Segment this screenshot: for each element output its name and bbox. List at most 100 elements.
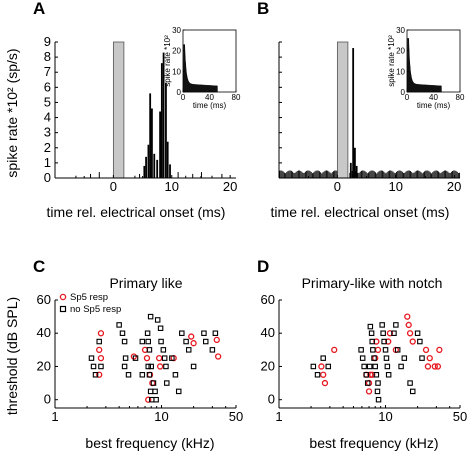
panel-b-baseline-bar (300, 170, 302, 178)
panel-a-ytick-label: 0 (44, 170, 51, 185)
panel-c-point-nosp5 (169, 355, 175, 361)
panel-d-point-nosp5 (419, 355, 425, 361)
panel-d-point-nosp5 (375, 396, 382, 403)
panel-b-baseline-bar (375, 172, 376, 178)
panel-b-baseline-bar (420, 172, 422, 178)
panel-b-baseline-bar (405, 171, 407, 178)
panel-a-inset-ylabel: spike rate *10² (163, 35, 172, 87)
panel-b-baseline-bar (310, 172, 312, 178)
panel-c-point-nosp5 (145, 363, 151, 370)
panel-label-d: D (257, 257, 269, 276)
panel-b-inset-ytick-label: 20 (396, 47, 405, 56)
panel-b-baseline-bar (440, 173, 442, 178)
panel-c-point-nosp5 (201, 330, 207, 336)
panel-c-point-nosp5 (179, 330, 185, 336)
panel-c-point-nosp5 (190, 363, 197, 370)
panel-b-baseline-bar (301, 171, 303, 178)
panel-b-baseline-bar (411, 171, 413, 178)
panel-c-point-nosp5 (119, 330, 126, 336)
panel-b-baseline-bar (363, 170, 365, 178)
panel-c: 0 20 40 60 1 10 50 (37, 292, 244, 424)
panel-c-point-nosp5 (183, 338, 189, 345)
xlabel-d: best frequency (kHz) (309, 435, 438, 451)
panel-b-xtick-label: 20 (447, 179, 461, 194)
panel-a-bar (160, 63, 163, 178)
panel-b-baseline-bar (407, 170, 409, 178)
panel-c-point-nosp5 (160, 347, 167, 353)
panel-b-baseline-bar (297, 170, 299, 178)
panel-b-baseline-bar (349, 172, 351, 178)
panel-d-point-sp5 (409, 338, 416, 345)
panel-a-bar (143, 165, 146, 178)
panel-b-baseline-bar (434, 170, 436, 178)
panel-b-baseline-bar (281, 170, 283, 178)
panel-c-point-nosp5 (202, 338, 209, 345)
panel-a-ytick-label: 6 (44, 79, 51, 94)
panel-b-baseline-bar (399, 170, 401, 178)
panel-b-baseline-bar (415, 170, 417, 178)
panel-b-baseline-bar (329, 172, 331, 178)
panel-b-baseline-bar (311, 173, 313, 178)
panel-b-baseline-bar (309, 171, 311, 178)
panel-d-point-sp5 (373, 338, 380, 345)
panel-b-baseline-bar (358, 172, 360, 178)
panel-b-inset-ytick-label: 0 (401, 88, 406, 97)
panel-a-stim-window (112, 41, 125, 179)
panel-b-baseline-bar (406, 170, 408, 178)
panel-d-point-nosp5 (394, 347, 401, 353)
panel-c-point-nosp5 (164, 380, 170, 386)
panel-d-point-sp5 (365, 388, 373, 395)
panel-b-baseline-bar (372, 170, 374, 178)
panel-b-inset-ylabel: spike rate *10² (387, 35, 396, 87)
panel-a-ytick-label: 5 (44, 94, 51, 109)
panel-c-point-nosp5 (96, 338, 102, 345)
panel-c-point-nosp5 (154, 317, 161, 323)
panel-d-point-nosp5 (382, 347, 389, 353)
panel-b-inset-xlabel: time (ms) (417, 101, 451, 110)
panel-b-baseline-bar (364, 171, 366, 178)
panel-b-baseline-bar (428, 171, 430, 178)
panel-a-spont-bar (200, 172, 202, 178)
panel-a-ytick-label: 7 (44, 64, 51, 79)
panel-d-point-sp5 (436, 346, 443, 353)
panel-a-bar (149, 93, 152, 178)
panel-b-baseline-bar (400, 170, 402, 178)
panel-b-baseline-bar (322, 172, 324, 178)
panel-b-baseline-bar (320, 172, 322, 178)
panel-b-inset-xtick-label: 0 (405, 93, 410, 102)
panel-b-baseline-bar (303, 172, 305, 178)
panel-a-bar (162, 52, 165, 179)
panel-b-baseline-bar (447, 171, 449, 178)
xlabel-b: time rel. electrical onset (ms) (271, 204, 450, 220)
panel-b-xtick-label: 0 (334, 179, 341, 194)
panel-b-baseline-bar (435, 170, 437, 178)
panel-c-point-nosp5 (145, 338, 151, 345)
panel-b-baseline-bar (290, 170, 292, 178)
panel-a-spont-bar (177, 172, 179, 178)
panel-b-baseline-bar (365, 172, 367, 178)
panel-b-inset-box (406, 29, 461, 93)
panel-b-baseline-bar (316, 170, 318, 178)
panel-c-point-nosp5 (98, 363, 104, 370)
legend-label-sp5: Sp5 resp (70, 292, 108, 303)
xlabel-a: time rel. electrical onset (ms) (47, 204, 226, 220)
panel-d: 0 20 40 60 1 10 50 (261, 292, 468, 424)
panel-b-baseline-bar (438, 171, 440, 178)
panel-a-spont-bar (192, 173, 194, 178)
panel-b-baseline-bar (370, 170, 372, 178)
panel-b-inset-xtick-label: 80 (456, 93, 465, 102)
panel-b-baseline-bar (397, 171, 399, 178)
panel-c-point-nosp5 (147, 388, 154, 395)
panel-b-baseline-bar (452, 170, 454, 178)
panel-c-point-nosp5 (139, 338, 146, 345)
panel-b-baseline-bar (366, 173, 368, 178)
panel-b-baseline-bar (442, 171, 444, 178)
panel-d-point-nosp5 (325, 363, 332, 370)
panel-b-inset-ytick-label: 30 (396, 26, 405, 35)
panel-c-point-sp5 (215, 353, 222, 360)
panel-label-b: B (257, 0, 269, 18)
panel-b-baseline-bar (449, 172, 451, 178)
panel-a-bar (159, 111, 161, 178)
panel-b-baseline-bar (401, 171, 403, 178)
panel-d-point-sp5 (404, 313, 411, 320)
